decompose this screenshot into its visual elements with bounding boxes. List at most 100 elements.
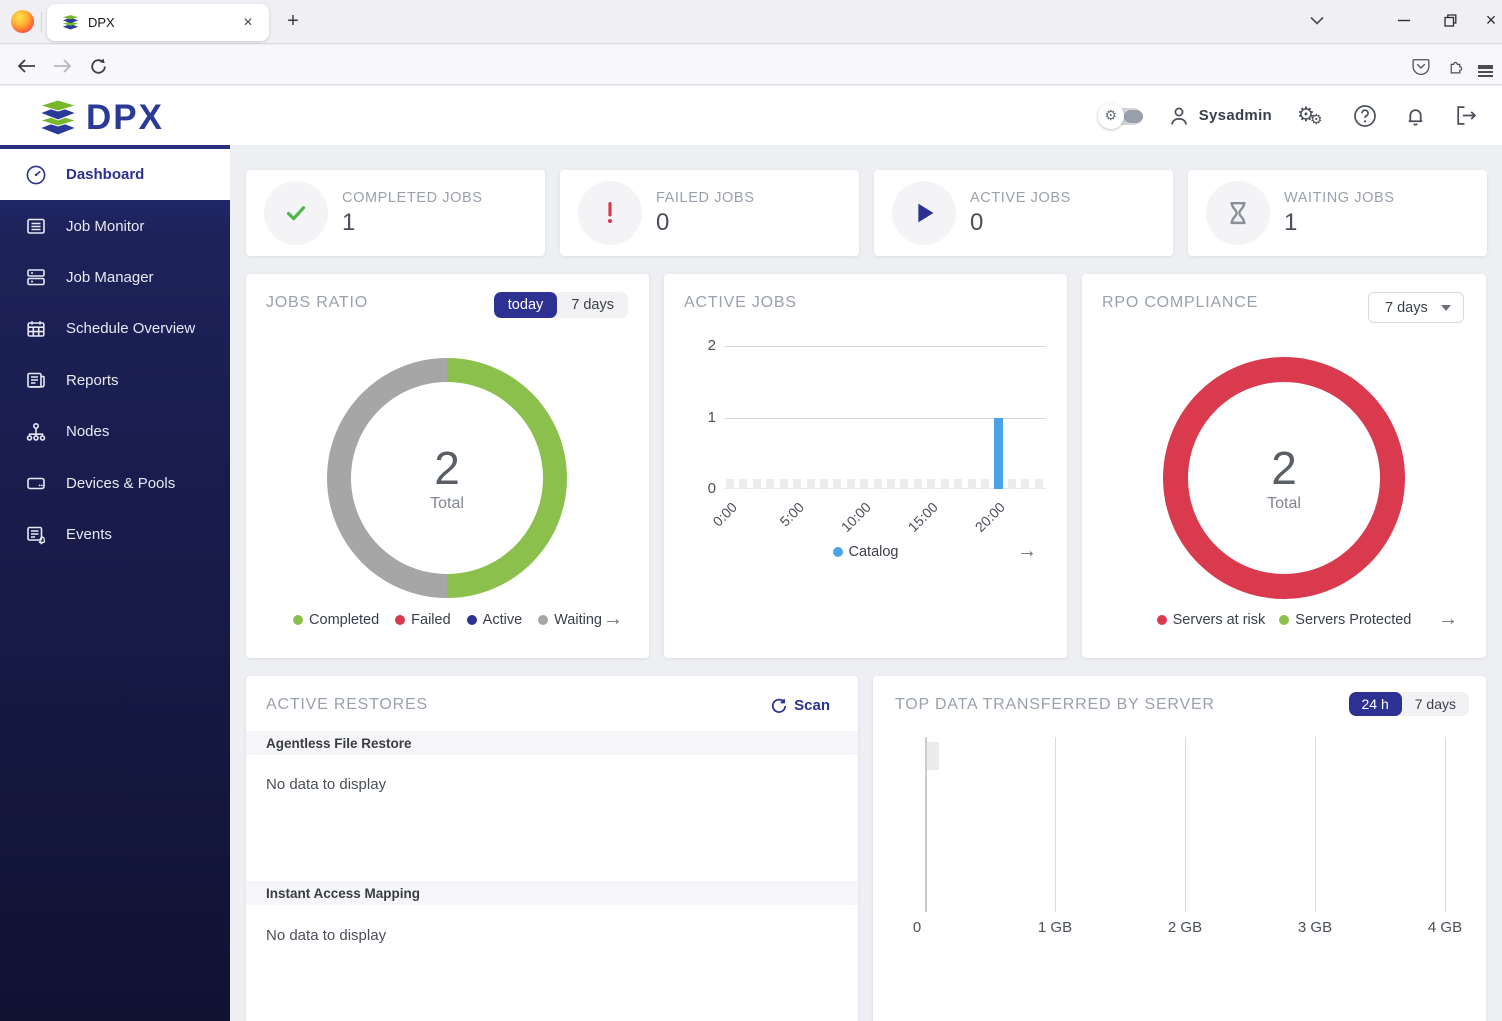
card-completed-jobs[interactable]: COMPLETED JOBS 1 — [246, 170, 545, 256]
dark-mode-toggle[interactable]: ⚙ — [1097, 102, 1143, 129]
bar-empty-10 — [860, 479, 869, 489]
chevron-down-icon — [1441, 304, 1451, 311]
toggle-24h[interactable]: 24 h — [1348, 692, 1402, 716]
active-jobs-chart[interactable]: 0:00 5:00 10:00 15:00 20:00 — [709, 346, 1046, 535]
sidebar-item-job-manager[interactable]: Job Manager — [0, 252, 230, 303]
user-menu[interactable]: Sysadmin — [1167, 104, 1272, 128]
bar-empty-5 — [793, 479, 802, 489]
scan-button[interactable]: Scan — [771, 697, 830, 714]
check-icon — [264, 181, 328, 245]
refresh-icon — [772, 698, 787, 713]
window-restore-button[interactable] — [1433, 5, 1467, 35]
bar-empty-2 — [752, 479, 761, 489]
rpo-range-dropdown[interactable]: 7 days — [1368, 292, 1464, 323]
logout-icon[interactable] — [1453, 103, 1478, 128]
panel-title: ACTIVE RESTORES — [266, 696, 428, 713]
calendar-icon — [25, 318, 47, 340]
legend-label: Servers Protected — [1295, 612, 1412, 628]
bar-empty-7 — [819, 479, 828, 489]
tab-close-icon[interactable]: × — [243, 13, 253, 31]
exclamation-icon — [578, 181, 642, 245]
panel-title: ACTIVE JOBS — [684, 294, 797, 311]
bar-empty-13 — [900, 479, 909, 489]
active-jobs-details-arrow-icon[interactable]: → — [1017, 540, 1037, 562]
tab-list-chevron-icon[interactable] — [1310, 12, 1324, 30]
window-close-button[interactable]: × — [1485, 9, 1497, 30]
card-failed-jobs[interactable]: FAILED JOBS 0 — [560, 170, 859, 256]
rpo-donut[interactable]: 2 Total — [1163, 357, 1405, 599]
bar-empty-3 — [766, 479, 775, 489]
extensions-puzzle-icon[interactable] — [1442, 53, 1468, 79]
job-manager-icon — [25, 266, 47, 288]
jobs-ratio-legend-active[interactable]: Active — [466, 612, 522, 628]
bar-empty-0 — [726, 479, 734, 489]
help-icon[interactable] — [1352, 103, 1378, 129]
jobs-ratio-legend-waiting[interactable]: Waiting — [538, 612, 602, 628]
active-jobs-legend-catalog[interactable]: Catalog — [832, 544, 898, 560]
jobs-ratio-range-toggle: today 7 days — [493, 292, 628, 318]
app-header: DPX ⚙ Sysadmin ⚙ ⚙ — [0, 86, 1502, 145]
sidebar-item-devices-pools[interactable]: Devices & Pools — [0, 457, 230, 508]
rpo-legend-servers-at-risk[interactable]: Servers at risk — [1156, 612, 1266, 628]
legend-dot — [293, 615, 304, 625]
bar-empty-18 — [967, 479, 976, 489]
jobs-ratio-donut[interactable]: 2 Total — [327, 358, 567, 598]
legend-label: Failed — [411, 612, 451, 628]
events-icon — [25, 523, 47, 545]
pocket-icon[interactable] — [1408, 53, 1434, 79]
active-restores-panel: ACTIVE RESTORES Scan Agentless File Rest… — [246, 676, 858, 1021]
gridline — [925, 737, 927, 912]
jobs-ratio-legend-completed[interactable]: Completed — [293, 612, 379, 628]
card-active-jobs[interactable]: ACTIVE JOBS 0 — [874, 170, 1173, 256]
browser-tab[interactable]: DPX × — [47, 4, 269, 41]
gridline — [1185, 737, 1186, 912]
dashboard-main: COMPLETED JOBS 1 FAILED JOBS 0 ACTIVE JOBS 0 W… — [230, 145, 1502, 1021]
sidebar-item-label: Job Monitor — [66, 217, 145, 235]
back-icon[interactable] — [13, 53, 39, 79]
bar-empty-22 — [1021, 479, 1030, 489]
jobs-ratio-legend-failed[interactable]: Failed — [395, 612, 451, 628]
rpo-details-arrow-icon[interactable]: → — [1438, 608, 1458, 630]
user-icon — [1170, 107, 1187, 125]
window-minimize-button[interactable] — [1387, 5, 1421, 35]
bar-empty-17 — [954, 479, 963, 489]
bar-empty-11 — [873, 479, 882, 489]
agentless-empty-text: No data to display — [266, 776, 387, 793]
section-header-agentless: Agentless File Restore — [246, 731, 858, 755]
sidebar-item-events[interactable]: Events — [0, 509, 230, 560]
legend-label: Servers at risk — [1172, 612, 1266, 628]
x-axis-line — [724, 488, 1046, 489]
card-waiting-jobs[interactable]: WAITING JOBS 1 — [1188, 170, 1487, 256]
brand-text: DPX — [86, 98, 164, 137]
sidebar-item-dashboard[interactable]: Dashboard — [0, 149, 230, 201]
notifications-bell-icon[interactable] — [1403, 103, 1428, 128]
forward-icon[interactable] — [49, 53, 75, 79]
sidebar-item-job-monitor[interactable]: Job Monitor — [0, 200, 230, 251]
bar-empty-19 — [980, 479, 989, 489]
menu-hamburger-icon[interactable] — [1472, 53, 1498, 79]
toggle-today[interactable]: today — [493, 292, 558, 318]
jobs-ratio-panel: JOBS RATIO today 7 days 2 Total Complete… — [246, 274, 649, 658]
settings-gears-icon[interactable]: ⚙ ⚙ — [1297, 103, 1323, 127]
x-axis-label: 0 — [912, 919, 922, 936]
gridline — [1445, 737, 1446, 912]
rpo-legend-servers-protected[interactable]: Servers Protected — [1279, 612, 1411, 628]
gridline — [724, 346, 1046, 347]
jobs-ratio-details-arrow-icon[interactable]: → — [603, 608, 623, 630]
sidebar-item-nodes[interactable]: Nodes — [0, 406, 230, 457]
top-data-chart[interactable] — [873, 737, 1486, 912]
gridline — [724, 417, 1046, 419]
reload-icon[interactable] — [85, 53, 111, 79]
sidebar-item-reports[interactable]: Reports — [0, 355, 230, 406]
sidebar-item-schedule-overview[interactable]: Schedule Overview — [0, 303, 230, 354]
toggle-7days[interactable]: 7 days — [571, 297, 614, 313]
top-data-range-toggle: 24 h 7 days — [1348, 692, 1469, 716]
bar-empty-6 — [806, 479, 815, 489]
browser-toolbar: 172.20.3.246/#/dashboard — [0, 45, 1502, 125]
toggle-7days[interactable]: 7 days — [1414, 696, 1456, 712]
sidebar-item-label: Schedule Overview — [66, 320, 196, 338]
firefox-icon[interactable] — [11, 10, 34, 33]
section-header-instant-access: Instant Access Mapping — [246, 881, 858, 905]
new-tab-button[interactable]: + — [287, 10, 299, 32]
